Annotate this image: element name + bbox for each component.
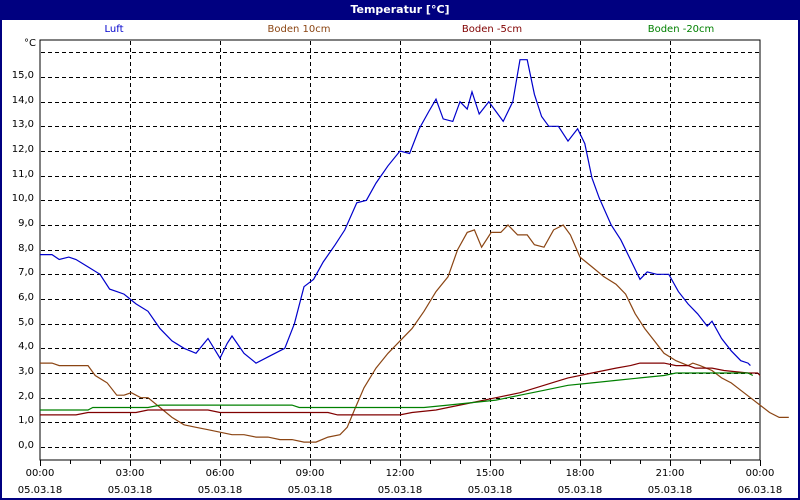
x-tick-label: 12:00 05.03.18 xyxy=(370,467,430,497)
x-tick-time: 15:00 xyxy=(475,468,505,479)
y-tick-label: 15,0 xyxy=(11,69,34,81)
y-tick-label: 4,0 xyxy=(18,341,34,353)
x-tick-date: 05.03.18 xyxy=(287,485,333,496)
y-tick-label: 13,0 xyxy=(11,119,34,131)
series-line xyxy=(40,59,751,367)
y-unit-label: °C xyxy=(24,38,36,49)
x-tick-time: 21:00 xyxy=(655,468,685,479)
x-tick-time: 00:00 xyxy=(745,468,775,479)
legend-item: Boden 10cm xyxy=(267,24,331,35)
series-lines xyxy=(40,59,789,443)
x-tick-time: 03:00 xyxy=(115,468,145,479)
x-tick-date: 05.03.18 xyxy=(197,485,243,496)
x-tick-date: 05.03.18 xyxy=(467,485,513,496)
x-tick-time: 06:00 xyxy=(205,468,235,479)
y-tick-label: 8,0 xyxy=(18,242,34,254)
y-tick-label: 11,0 xyxy=(11,168,34,180)
x-tick-label: 06:00 05.03.18 xyxy=(190,467,250,497)
x-tick-label: 03:00 05.03.18 xyxy=(100,467,160,497)
series-line xyxy=(40,224,789,443)
x-tick-label: 21:00 05.03.18 xyxy=(640,467,700,497)
x-tick-time: 12:00 xyxy=(385,468,415,479)
y-tick-label: 7,0 xyxy=(18,267,34,279)
x-tick-label: 18:00 05.03.18 xyxy=(550,467,610,497)
y-tick-label: 5,0 xyxy=(18,316,34,328)
x-tick-date: 05.03.18 xyxy=(557,485,603,496)
x-tick-label: 09:00 05.03.18 xyxy=(280,467,340,497)
legend-item: Boden -20cm xyxy=(647,24,715,35)
y-tick-label: 1,0 xyxy=(18,415,34,427)
x-tick-date: 05.03.18 xyxy=(107,485,153,496)
x-tick-time: 09:00 xyxy=(295,468,325,479)
x-minor-ticks xyxy=(40,460,761,466)
y-tick-label: 0,0 xyxy=(18,440,34,451)
y-tick-label: 12,0 xyxy=(11,143,34,155)
x-tick-label: 00:00 06.03.18 xyxy=(730,467,790,497)
y-tick-label: 10,0 xyxy=(11,193,34,205)
x-tick-time: 18:00 xyxy=(565,468,595,479)
series-line xyxy=(40,372,754,411)
legend-item: Luft xyxy=(104,24,124,35)
x-tick-date: 05.03.18 xyxy=(647,485,693,496)
y-tick-label: 3,0 xyxy=(18,365,34,377)
x-tick-label: 15:00 05.03.18 xyxy=(460,467,520,497)
x-tick-date: 05.03.18 xyxy=(17,485,63,496)
x-tick-date: 05.03.18 xyxy=(377,485,423,496)
y-tick-label: 9,0 xyxy=(18,217,34,229)
y-tick-label: 6,0 xyxy=(18,291,34,303)
x-tick-time: 00:00 xyxy=(25,468,55,479)
chart-title: Temperatur [°C] xyxy=(0,0,800,20)
series-line xyxy=(40,362,761,416)
x-tick-label: 00:00 05.03.18 xyxy=(10,467,70,497)
y-tick-label: 2,0 xyxy=(18,390,34,402)
legend-item: Boden -5cm xyxy=(461,24,523,35)
x-tick-date: 06.03.18 xyxy=(737,485,783,496)
y-tick-label: 14,0 xyxy=(11,94,34,106)
